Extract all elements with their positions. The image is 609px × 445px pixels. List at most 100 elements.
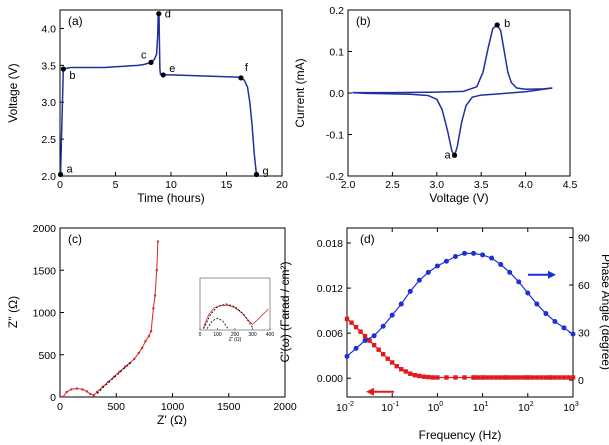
panel-a-point-label-f: f: [245, 62, 249, 74]
panel-c-point: [89, 392, 92, 396]
panel-b-xtick-label: 4.5: [563, 179, 578, 191]
panel-d-xtick-exponent: 2: [530, 401, 534, 408]
panel-c-ytick-label: 1000: [33, 308, 57, 320]
panel-d-xtick-label: 101: [473, 401, 489, 414]
panel-c-label: (c): [68, 232, 82, 246]
panel-d-phase-point: [425, 269, 431, 275]
panel-c-inset-series-fit2: [206, 317, 229, 329]
panel-d-ytick-label: 0.006: [317, 328, 343, 340]
panel-d-phase-point: [362, 337, 368, 343]
panel-d-xtick-exponent: 3: [575, 401, 579, 408]
panel-d-data: [344, 250, 576, 396]
panel-d-phase-point: [443, 258, 449, 264]
panel-d-phase-point: [389, 312, 395, 318]
panel-c-xtick-label: 2000: [273, 401, 297, 413]
panel-d-capacitance-point: [412, 373, 417, 378]
panel-d-xtick-label: 10-2: [336, 401, 354, 414]
panel-d-phase-point: [380, 323, 386, 329]
panel-c-inset-series-measured: [203, 304, 269, 328]
panel-a-point-c: [148, 59, 154, 65]
panel-c-xlabel: Z' (Ω): [157, 413, 187, 427]
panel-d-capacitance-point: [394, 364, 399, 369]
panel-d-xtick-exponent: 1: [484, 401, 488, 408]
panel-d-capacitance-point: [421, 374, 427, 379]
panel-d-label: (d): [360, 232, 375, 246]
panel-b-series-cathodic: [352, 87, 553, 157]
panel-d-capacitance-point: [570, 375, 576, 380]
panel-d-ytick-right-label: 90: [578, 233, 590, 245]
panel-d-capacitance-point: [521, 375, 526, 380]
panel-c-inset-xtick-label: 300: [248, 332, 257, 338]
panel-d-capacitance-point: [462, 375, 467, 380]
panel-d-arrowhead-capacitance: [366, 387, 374, 396]
panel-c-point: [112, 375, 116, 378]
panel-a-point-d: [156, 11, 162, 17]
panel-c-point: [144, 340, 147, 343]
panel-b-ytick-label: -0.1: [326, 130, 344, 142]
panel-d-phase-point: [552, 318, 558, 324]
panel-b-point-label-a: a: [445, 149, 452, 161]
panel-d-phase-point: [507, 269, 513, 275]
panel-b-data: ab: [352, 18, 553, 161]
panel-c-series-fit: [96, 361, 132, 394]
panel-c-point: [156, 240, 160, 243]
panel-d-capacitance-point: [498, 375, 503, 380]
panel-d-ytick-right-label: 30: [578, 328, 590, 340]
panel-d-ylabel-right: Phase Angle (degree): [599, 254, 609, 370]
panel-d-capacitance-point: [512, 375, 517, 380]
panel-a-point-label-d: d: [165, 9, 171, 21]
panel-d-xtick-label: 100: [428, 401, 444, 414]
panel-b-label: (b): [356, 14, 371, 28]
panel-d-xtick-label: 102: [518, 401, 534, 414]
panel-c-point: [124, 365, 127, 368]
panel-d-capacitance-point: [566, 375, 571, 380]
panel-d-phase-point: [516, 279, 522, 285]
panel-a-ytick-label: 3.0: [41, 97, 56, 109]
panel-d-capacitance-point: [417, 373, 422, 379]
panel-d-capacitance-point: [380, 351, 386, 357]
panel-d-xtick-label: 10-1: [381, 401, 399, 414]
panel-d-phase-point: [489, 255, 495, 261]
panel-a-point-b: [60, 66, 66, 72]
panel-d-phase-point: [407, 288, 413, 294]
panel-c-point: [92, 394, 95, 397]
panel-d-capacitance-point: [353, 324, 359, 330]
panel-c-xtick-label: 0: [57, 401, 63, 413]
panel-d-frame: [346, 227, 574, 398]
panel-d-phase-point: [434, 263, 440, 269]
panel-a-xtick-label: 5: [113, 179, 119, 191]
panel-d-capacitance-point: [548, 375, 553, 380]
panel-c-series-measured: [62, 241, 159, 397]
panel-a-ylabel: Voltage (V): [6, 63, 20, 122]
panel-a-ytick-label: 3.5: [41, 60, 56, 72]
panel-d-capacitance-point: [367, 338, 372, 343]
panel-b-ytick-label: 0.2: [329, 5, 344, 17]
panel-d-xtick-label: 103: [563, 401, 579, 414]
panel-d-capacitance-point: [349, 320, 354, 325]
panel-c-ytick-label: 500: [38, 350, 56, 362]
panel-a-point-g: [253, 171, 260, 178]
panel-d-capacitance-point: [444, 375, 449, 380]
panel-c-inset-frame: [199, 277, 271, 331]
panel-d-capacitance-point: [507, 375, 512, 380]
panel-c-ytick-label: 0: [50, 392, 56, 404]
panel-c-point: [75, 387, 79, 390]
panel-d-series-capacitance: [346, 318, 573, 379]
panel-d-capacitance-point: [385, 356, 390, 361]
panel-d-phase-point: [462, 250, 468, 256]
panel-c-inset: 0 100 200 300 400: [199, 303, 274, 338]
panel-c: (c) Z' (Ω) Z'' (Ω) 0 500 1000 1500 200005001…: [6, 223, 297, 427]
panel-b-xtick-label: 4.0: [518, 179, 533, 191]
panel-d-capacitance-point: [358, 329, 363, 334]
panel-d-capacitance-point: [399, 367, 404, 372]
panel-c-inset-series-fit1: [203, 303, 253, 329]
panel-a-point-label-g: g: [262, 166, 268, 178]
panel-d-ytick-right-label: 60: [578, 280, 590, 292]
panel-c-data: [62, 240, 160, 398]
panel-c-point: [147, 334, 151, 338]
panel-c-point: [65, 390, 68, 394]
panel-d-capacitance-point: [484, 375, 490, 380]
panel-d-capacitance-point: [371, 342, 377, 348]
panel-d-capacitance-point: [534, 375, 540, 380]
